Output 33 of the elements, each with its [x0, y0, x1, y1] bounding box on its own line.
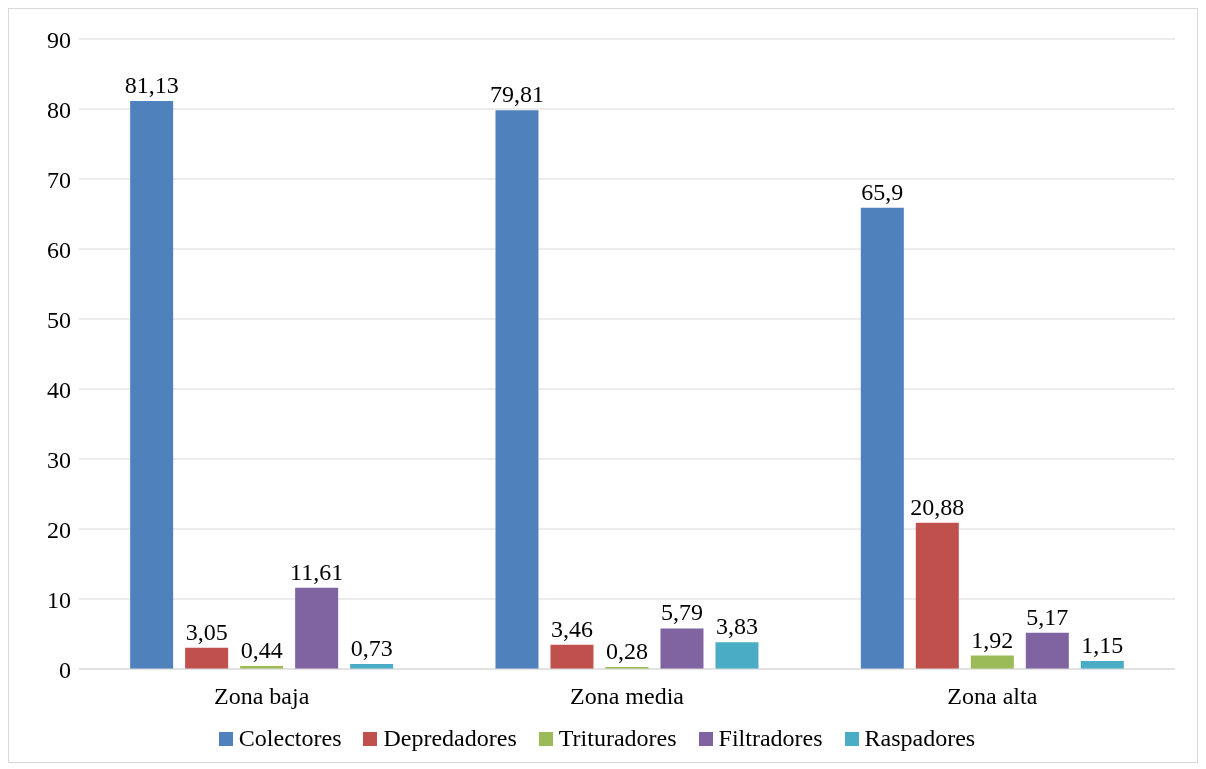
legend-label: Colectores [238, 725, 342, 752]
data-label: 11,61 [290, 558, 344, 585]
legend-label: Raspadores [864, 725, 976, 752]
data-label: 3,83 [715, 613, 758, 640]
legend-label: Trituradores [558, 725, 677, 752]
data-label: 5,17 [1026, 603, 1069, 630]
data-label: 81,13 [124, 72, 179, 99]
data-label: 1,92 [971, 626, 1014, 653]
data-label: 5,79 [660, 599, 703, 626]
y-tick-label: 10 [47, 586, 71, 613]
y-tick-label: 0 [59, 656, 71, 683]
data-label: 20,88 [910, 493, 965, 520]
y-tick-label: 60 [47, 236, 71, 263]
data-label: 1,15 [1081, 631, 1124, 658]
data-label: 0,28 [605, 638, 648, 665]
y-tick-label: 30 [47, 446, 71, 473]
y-tick-label: 40 [47, 376, 71, 403]
x-tick-label: Zona media [570, 683, 685, 710]
y-tick-label: 20 [47, 516, 71, 543]
data-label: 65,9 [861, 178, 904, 205]
data-label: 79,81 [489, 81, 544, 108]
data-label: 0,73 [350, 634, 393, 661]
x-tick-label: Zona baja [214, 683, 310, 710]
data-label: 0,44 [240, 636, 283, 663]
data-label: 3,46 [550, 615, 593, 642]
y-tick-label: 70 [47, 166, 71, 193]
y-tick-label: 80 [47, 96, 71, 123]
y-tick-label: 50 [47, 306, 71, 333]
legend-label: Filtradores [718, 725, 823, 752]
x-tick-label: Zona alta [947, 683, 1038, 710]
legend-label: Depredadores [383, 725, 517, 752]
data-label: 3,05 [185, 618, 228, 645]
y-tick-label: 90 [47, 26, 71, 53]
